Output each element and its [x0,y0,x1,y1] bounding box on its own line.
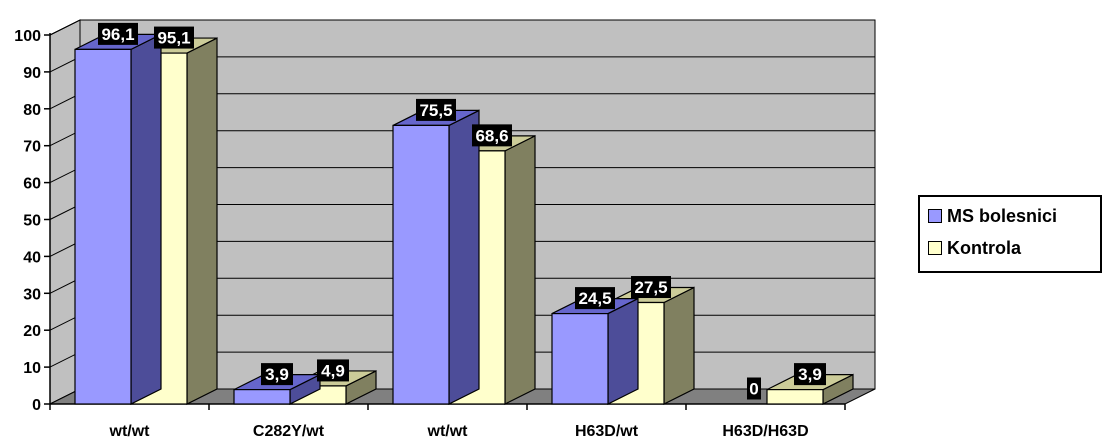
data-label-bg [631,276,671,299]
bar-side [607,297,639,405]
data-label: 4,9 [321,361,345,380]
data-label-bg [472,124,512,147]
data-label-bg [98,22,138,45]
x-tick-label: wt/wt [109,423,151,440]
bar-front [392,124,450,405]
bar-front [233,389,291,405]
bar-front [551,312,609,405]
data-label: 24,5 [578,289,611,308]
bar-side [130,33,162,405]
data-label-bg [794,363,826,386]
bar [74,33,162,405]
legend-swatch-ms-bolesnici [928,209,942,223]
y-tick-label: 40 [23,249,41,266]
bar-side [448,109,480,405]
y-tick-label: 30 [23,286,41,303]
data-label-bg [747,377,761,400]
y-tick-label: 10 [23,360,41,377]
data-label: 96,1 [101,25,134,44]
legend-label-kontrola: Kontrola [947,237,1021,258]
data-label: 3,9 [798,365,822,384]
bar-side [504,134,536,405]
bar-front [766,389,824,405]
bar [233,373,321,405]
data-label-bg [575,287,615,310]
legend-item-kontrola: Kontrola [928,234,1021,262]
y-tick-label: 70 [23,139,41,156]
data-label-bg [416,98,456,121]
data-label-bg [261,363,293,386]
x-tick-label: H63D/wt [575,423,639,440]
data-label-bg [154,26,194,49]
bar-side [663,286,695,405]
data-label: 27,5 [634,278,667,297]
data-label: 68,6 [475,126,508,145]
x-tick-label: H63D/H63D [722,423,808,440]
legend: MS bolesnici Kontrola [918,195,1102,273]
bar [392,109,480,405]
data-label: 75,5 [419,101,452,120]
bar [551,297,639,405]
legend-swatch-kontrola [928,241,942,255]
data-label-bg [317,359,349,382]
x-tick-label: C282Y/wt [253,423,325,440]
y-tick-label: 0 [32,397,41,414]
data-label: 3,9 [265,365,289,384]
y-tick-label: 20 [23,323,41,340]
y-tick-label: 50 [23,213,41,230]
bar-front [74,48,132,405]
legend-item-ms-bolesnici: MS bolesnici [928,202,1057,230]
y-tick-label: 100 [14,28,41,45]
gridline [49,19,875,36]
y-tick-label: 80 [23,102,41,119]
bar [766,373,854,405]
bar-side [186,37,218,405]
y-tick-label: 60 [23,176,41,193]
legend-label-ms-bolesnici: MS bolesnici [947,205,1058,226]
y-tick-label: 90 [23,65,41,82]
data-label: 95,1 [157,29,190,48]
x-tick-label: wt/wt [427,423,469,440]
data-label: 0 [749,380,758,399]
